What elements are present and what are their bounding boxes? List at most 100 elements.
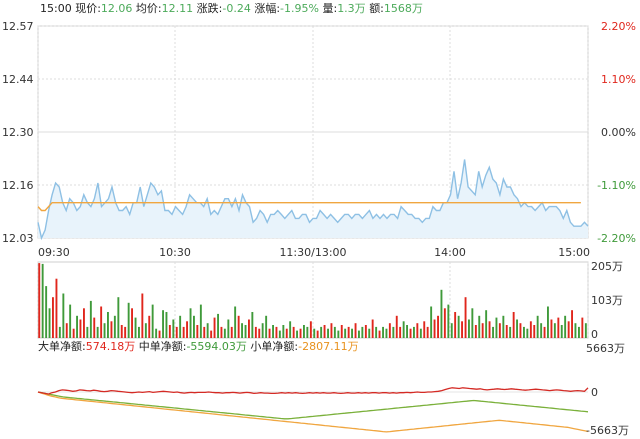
volume-bar (113, 315, 116, 338)
volume-bar (344, 328, 347, 338)
volume-bar (162, 310, 164, 338)
time-value: 15:00 (40, 2, 72, 15)
volume-bar (227, 319, 230, 338)
price-tick-label: 12.44 (2, 73, 34, 86)
volume-bar (62, 293, 65, 338)
change-label: 涨跌: (196, 2, 223, 15)
volume-bar (48, 308, 51, 338)
volume-bar (230, 326, 233, 338)
volume-bar (543, 326, 546, 338)
volume-bar (584, 323, 587, 338)
volume-bar (536, 315, 539, 338)
volume-bar (100, 306, 103, 338)
volume-tick-label: 103万 (591, 294, 623, 307)
volume-bar (193, 315, 195, 338)
volume-bar (385, 328, 388, 338)
volume-bar (244, 325, 247, 338)
pct-tick-label: 1.10% (601, 73, 636, 86)
volume-bar (316, 330, 319, 338)
volume-bar (468, 319, 470, 338)
volume-bar (437, 315, 439, 338)
volume-bar (502, 315, 505, 338)
volume-bar (220, 326, 223, 338)
volume-bar (248, 319, 250, 338)
volume-bar (306, 326, 309, 338)
flow-tick-label: -5663万 (586, 424, 629, 437)
volume-bar (461, 321, 463, 338)
volume-bar (505, 325, 508, 338)
volume-bar (354, 323, 357, 338)
volume-bar (199, 304, 202, 338)
volume-bar (402, 321, 405, 338)
volume-bar (547, 306, 549, 338)
pct-tick-label: 2.20% (601, 20, 636, 33)
volume-bar (481, 323, 484, 338)
small-flow-line (37, 391, 589, 420)
volume-bar (388, 323, 391, 338)
volume-bar (251, 312, 254, 338)
volume-bar (58, 326, 61, 338)
volume-bar (375, 326, 378, 338)
volume-bar (203, 326, 206, 338)
volume-value: 1.3万 (337, 2, 366, 15)
volume-bar (485, 310, 488, 338)
volume-bar (223, 328, 226, 338)
volume-bar (430, 306, 433, 338)
volume-bar (175, 326, 178, 338)
flow-tick-label: 0 (591, 386, 598, 399)
volume-bar (327, 328, 329, 338)
volume-bar (382, 326, 384, 338)
volume-bar (299, 328, 302, 338)
volume-bar (93, 317, 96, 338)
volume-bar (433, 319, 436, 338)
volume-bar (38, 263, 41, 338)
time-tick-label: 15:00 (558, 246, 590, 259)
volume-bar (471, 308, 474, 338)
volume-bar (457, 315, 460, 338)
volume-bar (76, 315, 78, 338)
price-tick-label: 12.03 (2, 232, 34, 245)
volume-bar (406, 325, 408, 338)
amount-value: 1568万 (383, 2, 423, 15)
volume-bar (560, 325, 563, 338)
volume-bar (278, 330, 281, 338)
price-value: 12.06 (100, 2, 133, 15)
volume-bar (578, 326, 580, 338)
volume-bar (127, 302, 130, 338)
volume-label: 量: (322, 2, 338, 15)
volume-bar (52, 297, 54, 338)
volume-bar (258, 328, 261, 338)
pct-tick-label: 0.00% (601, 126, 636, 139)
volume-bar (210, 330, 213, 338)
volume-bar (65, 323, 68, 338)
volume-bar (131, 308, 133, 338)
volume-bar (533, 325, 536, 338)
volume-bar (79, 319, 82, 338)
volume-bar (69, 304, 72, 338)
volume-bar (206, 323, 209, 338)
volume-bar (213, 317, 216, 338)
volume-bar (217, 313, 219, 338)
volume-bar (416, 323, 419, 338)
volume-bar (358, 330, 360, 338)
volume-bar (553, 323, 556, 338)
volume-bar (581, 317, 584, 338)
volume-bar (134, 317, 137, 338)
volume-bar (165, 312, 168, 338)
volume-bar (107, 312, 109, 338)
small-flow-value: -2807.11万 (298, 340, 359, 353)
volume-bar (399, 326, 402, 338)
volume-bar (55, 278, 58, 338)
volume-bar (516, 319, 518, 338)
volume-bar (265, 315, 268, 338)
volume-bar (361, 326, 364, 338)
volume-bar (41, 263, 44, 338)
avg-price-line (37, 202, 581, 212)
volume-bar (182, 326, 185, 338)
volume-bar (179, 315, 182, 338)
time-tick-label: 10:30 (159, 246, 191, 259)
time-tick-label: 11:30/13:00 (279, 246, 346, 259)
volume-bar (86, 326, 89, 338)
volume-bar (464, 297, 467, 338)
